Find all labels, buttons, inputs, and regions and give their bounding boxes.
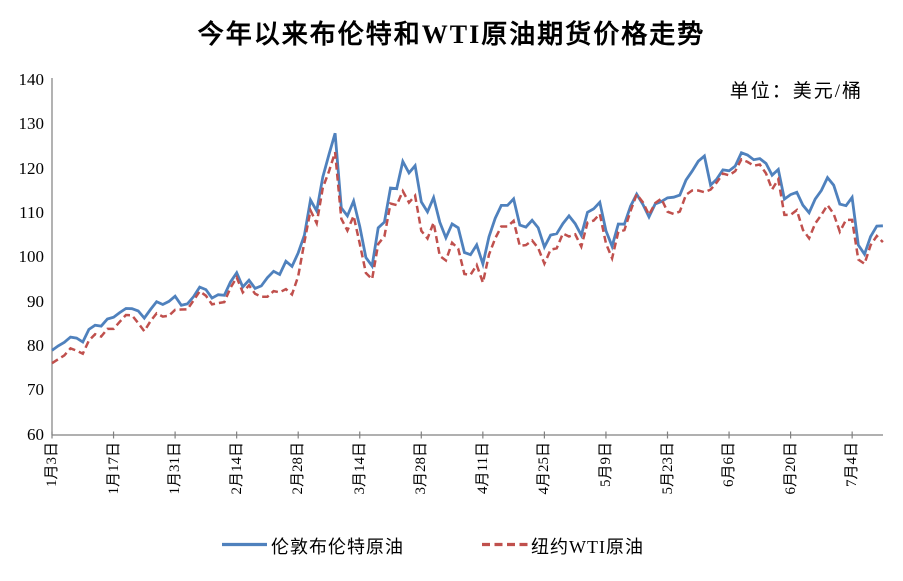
y-tick-label: 120 — [18, 158, 45, 178]
x-tick-label: 2月14日 — [228, 442, 245, 495]
y-tick-label: 90 — [27, 291, 44, 311]
legend-label-wti: 纽约WTI原油 — [531, 537, 644, 557]
y-tick-label: 110 — [19, 202, 44, 222]
x-tick-label: 1月31日 — [167, 442, 184, 495]
legend-label-brent: 伦敦布伦特原油 — [271, 537, 404, 557]
x-tick-label: 1月3日 — [44, 442, 60, 488]
x-tick-label: 7月4日 — [844, 442, 861, 488]
y-tick-label: 100 — [18, 247, 45, 267]
y-tick-label: 60 — [27, 424, 44, 444]
x-tick-label: 5月9日 — [597, 442, 614, 488]
series-line-wti — [51, 151, 884, 365]
x-tick-label: 6月6日 — [721, 442, 738, 488]
y-tick-label: 80 — [27, 335, 44, 355]
x-tick-label: 3月14日 — [351, 442, 368, 495]
y-tick-label: 140 — [18, 70, 45, 89]
x-tick-label: 1月17日 — [105, 442, 122, 495]
chart-title: 今年以来布伦特和WTI原油期货价格走势 — [197, 20, 706, 49]
x-tick-label: 3月28日 — [413, 442, 430, 495]
series-line-brent — [51, 132, 883, 352]
x-tick-label: 4月11日 — [474, 442, 491, 494]
y-tick-label: 130 — [18, 114, 45, 134]
unit-label: 单位：美元/桶 — [729, 81, 863, 102]
x-tick-label: 2月28日 — [290, 442, 307, 495]
x-tick-label: 5月23日 — [659, 442, 676, 495]
x-tick-label: 6月20日 — [782, 442, 799, 495]
y-tick-label: 70 — [27, 380, 44, 400]
x-tick-label: 4月25日 — [536, 442, 553, 495]
